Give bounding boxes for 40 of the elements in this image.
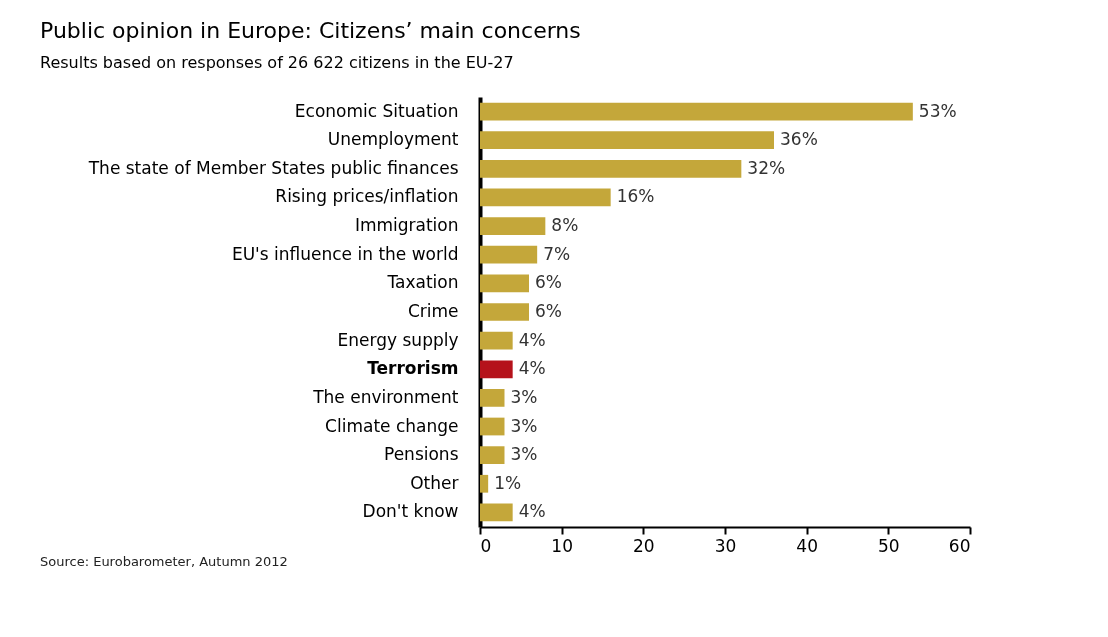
data-label: 4% (518, 329, 546, 350)
data-label: 53% (918, 100, 957, 121)
y-tick-label: Don't know (362, 501, 459, 522)
y-tick-label: Unemployment (327, 129, 459, 150)
x-tick-label: 0 (480, 535, 492, 556)
data-label: 3% (510, 444, 538, 465)
text: Results based on responses of 26 622 citizens in the EU-27 (40, 53, 514, 72)
data-label: 4% (518, 358, 546, 379)
y-tick-label: EU's influence in the world (231, 243, 459, 264)
x-tick-label: 30 (714, 535, 737, 556)
y-tick-label: Other (410, 472, 459, 493)
data-label: 1% (494, 472, 522, 493)
y-tick-label: The state of Member States public finances (87, 157, 459, 178)
data-label: 36% (780, 129, 818, 150)
data-label: 6% (535, 272, 562, 293)
y-tick-label: Pensions (384, 444, 459, 465)
x-tick-label: 50 (878, 535, 900, 556)
x-tick-label: 40 (796, 535, 818, 556)
y-tick-label: Crime (407, 301, 459, 321)
y-tick-label: Energy supply (337, 329, 459, 350)
x-tick-label: 20 (633, 535, 655, 556)
source-note: Source: Eurobarometer, Autumn 2012 (40, 554, 288, 569)
data-label: 7% (543, 243, 571, 264)
y-tick-label: Taxation (386, 272, 459, 293)
x-tick-label: 60 (948, 535, 971, 556)
y-tick-label: Economic Situation (294, 100, 459, 121)
y-tick-label: Rising prices/inflation (275, 186, 459, 207)
chart-title: Public opinion in Europe: Citizens’ main concerns (40, 18, 581, 43)
y-tick-label: The environment (312, 386, 459, 407)
y-tick-label: Climate change (325, 415, 459, 436)
data-label: 16% (616, 186, 655, 207)
data-label: 3% (510, 415, 538, 436)
data-label: 8% (551, 215, 579, 236)
data-label: 6% (535, 301, 562, 321)
y-tick-label: Terrorism (367, 358, 459, 379)
y-tick-label: Immigration (354, 215, 459, 236)
data-label: 32% (747, 157, 786, 178)
data-label: 4% (518, 501, 546, 522)
data-label: 3% (510, 386, 538, 407)
x-tick-label: 10 (551, 535, 573, 556)
